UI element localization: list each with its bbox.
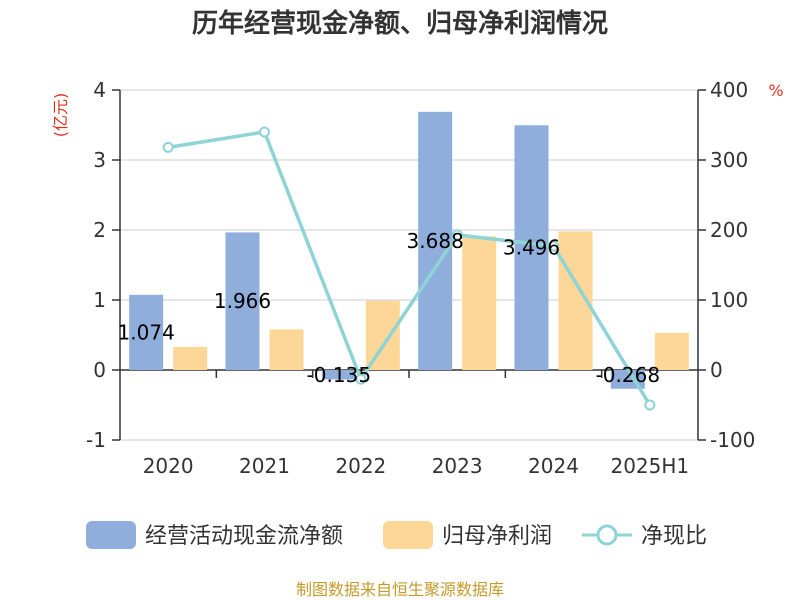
left-axis-ticks: 4 3 2 1 0 -1 bbox=[86, 78, 120, 452]
ratio-point-2023 bbox=[451, 229, 463, 241]
ratio-point-2021 bbox=[259, 126, 270, 138]
ratio-point-2024 bbox=[548, 240, 559, 252]
ratio-point-2022 bbox=[355, 373, 367, 385]
bar-cashflow-2022 bbox=[321, 370, 356, 380]
legend-swatch-cashflow bbox=[86, 521, 136, 549]
bar-profit-2025H1 bbox=[654, 332, 689, 370]
left-tick-label-5: -1 bbox=[86, 428, 106, 452]
ratio-point-2025H1 bbox=[644, 399, 656, 411]
bar-cashflow-2023 bbox=[418, 111, 453, 370]
left-tick-label-4: 0 bbox=[93, 358, 106, 382]
bar-profit-2020 bbox=[173, 346, 208, 370]
x-category-3: 2023 bbox=[432, 454, 483, 478]
x-category-1: 2021 bbox=[239, 454, 290, 478]
x-category-0: 2020 bbox=[143, 454, 194, 478]
data-label-cashflow-2023: 3.688 bbox=[407, 229, 464, 253]
legend-label-profit: 归母净利润 bbox=[442, 524, 552, 549]
ratio-line bbox=[162, 126, 656, 411]
legend-label-ratio: 净现比 bbox=[641, 524, 707, 549]
source-note: 制图数据来自恒生聚源数据库 bbox=[296, 580, 504, 599]
right-axis-ticks: 400 300 200 100 0 -100 bbox=[698, 78, 755, 452]
chart-title: 历年经营现金净额、归母净利润情况 bbox=[192, 8, 608, 39]
bar-cashflow-2024 bbox=[514, 125, 549, 370]
ratio-line-path bbox=[167, 130, 652, 406]
data-label-cashflow-2020: 1.074 bbox=[118, 320, 175, 344]
ratio-point-2020 bbox=[162, 141, 174, 153]
left-tick-label-1: 3 bbox=[93, 148, 106, 172]
data-label-cashflow-2024: 3.496 bbox=[503, 236, 560, 260]
right-tick-label-2: 200 bbox=[710, 218, 748, 242]
legend-swatch-profit bbox=[383, 521, 433, 549]
right-tick-label-0: 400 bbox=[710, 78, 748, 102]
data-label-cashflow-2022: -0.135 bbox=[307, 363, 371, 387]
x-category-4: 2024 bbox=[528, 454, 579, 478]
left-tick-label-0: 4 bbox=[93, 78, 106, 102]
data-label-cashflow-2025H1: -0.268 bbox=[596, 363, 660, 387]
left-tick-label-2: 2 bbox=[93, 218, 106, 242]
data-labels: 1.074 1.966 -0.135 3.688 3.496 -0.268 bbox=[118, 229, 661, 387]
left-tick-label-3: 1 bbox=[93, 288, 106, 312]
legend-marker-ratio bbox=[596, 524, 618, 546]
right-tick-label-5: -100 bbox=[710, 428, 755, 452]
legend: 经营活动现金流净额 归母净利润 净现比 bbox=[86, 521, 707, 549]
bar-cashflow-2021 bbox=[225, 232, 260, 370]
data-label-cashflow-2021: 1.966 bbox=[214, 289, 271, 313]
legend-label-cashflow: 经营活动现金流净额 bbox=[145, 524, 343, 549]
right-tick-label-3: 100 bbox=[710, 288, 748, 312]
x-category-5: 2025H1 bbox=[610, 454, 689, 478]
right-tick-label-1: 300 bbox=[710, 148, 748, 172]
bars bbox=[129, 111, 689, 389]
bar-profit-2023 bbox=[462, 236, 497, 370]
left-axis-unit: (亿元) bbox=[51, 93, 70, 138]
bar-profit-2022 bbox=[365, 300, 400, 370]
bar-profit-2021 bbox=[269, 329, 304, 370]
right-tick-label-4: 0 bbox=[710, 358, 723, 382]
right-axis-unit: % bbox=[768, 81, 783, 100]
bar-cashflow-2020 bbox=[129, 294, 164, 370]
x-axis-categories: 2020 2021 2022 2023 2024 2025H1 bbox=[143, 370, 689, 478]
x-category-2: 2022 bbox=[335, 454, 386, 478]
